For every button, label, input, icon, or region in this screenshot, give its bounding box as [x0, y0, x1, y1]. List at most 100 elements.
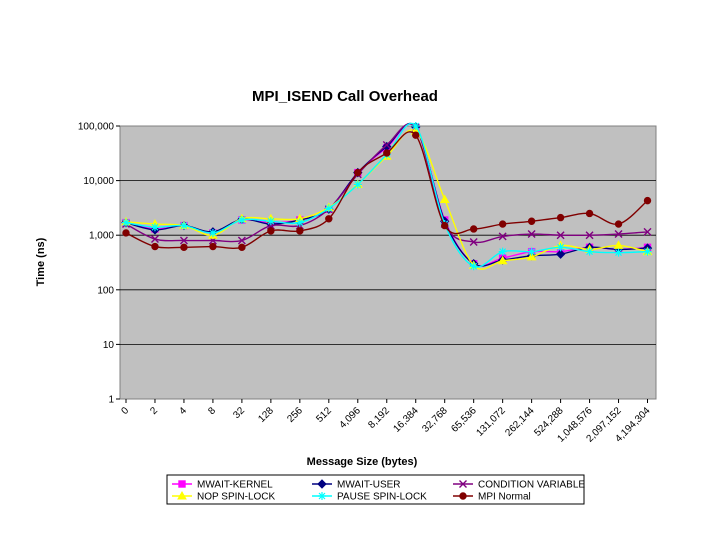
x-tick-label: 8,192 — [366, 405, 392, 431]
legend-marker — [178, 480, 186, 488]
series-mpi-normal — [122, 131, 652, 252]
data-point — [614, 230, 623, 239]
legend-label: NOP SPIN-LOCK — [197, 492, 275, 503]
x-tick-label: 4,096 — [337, 405, 363, 431]
legend-marker — [317, 479, 327, 489]
legend-item: MPI Normal — [453, 492, 531, 503]
x-tick-label: 4 — [177, 405, 189, 417]
x-tick-label: 32 — [231, 405, 247, 421]
series-layer — [121, 122, 653, 271]
y-tick-label: 100 — [97, 285, 114, 296]
data-point — [296, 227, 304, 235]
data-point — [555, 249, 566, 259]
data-point — [150, 223, 159, 232]
data-point — [267, 227, 275, 235]
data-point — [324, 204, 333, 213]
y-axis-ticks: 1 10 100 1,000 10,000 100,000 — [78, 122, 120, 406]
x-axis-ticks: 0 2 4 8 32 128 256 512 4,096 8,192 16,384 32,768 65,… — [119, 399, 653, 445]
data-point — [266, 217, 275, 226]
legend-label: MWAIT-USER — [337, 480, 401, 491]
x-tick-label: 8 — [206, 405, 218, 417]
y-axis-label: Time (ns) — [35, 237, 47, 286]
data-point — [439, 194, 450, 204]
data-point — [150, 235, 159, 244]
y-tick-label: 10,000 — [83, 176, 114, 187]
data-point — [498, 232, 507, 241]
y-tick-label: 100,000 — [78, 122, 115, 133]
x-tick-label: 2 — [148, 405, 160, 417]
data-point — [180, 243, 188, 252]
data-point — [585, 231, 594, 240]
legend-label: MWAIT-KERNEL — [197, 480, 273, 491]
x-tick-label: 0 — [119, 405, 131, 417]
legend-item: NOP SPIN-LOCK — [172, 490, 275, 503]
data-point — [353, 180, 362, 189]
legend-label: PAUSE SPIN-LOCK — [337, 492, 427, 503]
data-point — [556, 231, 565, 240]
data-point — [556, 243, 565, 252]
data-point — [238, 243, 246, 252]
data-point — [325, 215, 333, 223]
data-point — [354, 168, 362, 177]
data-point — [412, 131, 420, 139]
legend-marker — [177, 490, 187, 500]
legend-item: MWAIT-USER — [312, 479, 401, 491]
data-point — [527, 247, 536, 256]
data-point — [441, 221, 449, 230]
x-tick-label: 131,072 — [474, 405, 508, 439]
x-tick-label: 128 — [256, 405, 276, 425]
chart-title: MPI_ISEND Call Overhead — [252, 88, 438, 105]
legend-item: MWAIT-KERNEL — [172, 480, 273, 491]
x-axis-label: Message Size (bytes) — [307, 456, 418, 468]
data-point — [469, 262, 478, 271]
data-point — [585, 247, 594, 256]
data-point — [526, 251, 537, 261]
data-point — [469, 225, 478, 233]
legend-label: MPI Normal — [478, 492, 531, 503]
data-point — [411, 122, 420, 130]
legend-box — [166, 474, 585, 505]
x-tick-label: 262,144 — [503, 405, 537, 439]
data-point — [614, 220, 623, 228]
data-point — [498, 247, 507, 256]
legend-marker — [459, 492, 467, 500]
data-point — [179, 221, 188, 230]
data-point — [383, 149, 391, 157]
data-point — [527, 230, 536, 239]
data-point — [498, 220, 507, 228]
data-point — [237, 236, 246, 245]
legend-label: CONDITION VARIABLE — [478, 480, 585, 491]
y-tick-label: 1 — [108, 395, 114, 406]
x-tick-label: 512 — [314, 405, 334, 425]
x-tick-label: 256 — [285, 405, 305, 425]
plot-area — [119, 125, 657, 400]
legend-item: CONDITION VARIABLE — [453, 480, 585, 491]
data-point — [497, 255, 508, 265]
data-point — [585, 209, 594, 218]
data-point — [208, 228, 217, 237]
data-point — [151, 242, 159, 251]
x-tick-label: 16,384 — [391, 405, 421, 435]
y-tick-label: 10 — [103, 340, 115, 351]
data-point — [179, 236, 188, 245]
data-point — [295, 218, 304, 227]
data-point — [237, 215, 246, 224]
legend-marker — [318, 492, 326, 500]
data-point — [122, 229, 130, 237]
data-point — [556, 213, 565, 222]
data-point — [614, 248, 623, 257]
data-point — [382, 140, 391, 149]
x-tick-label: 32,768 — [420, 405, 450, 435]
data-point — [643, 227, 652, 236]
legend-item: PAUSE SPIN-LOCK — [312, 492, 427, 503]
legend-marker — [459, 480, 467, 488]
data-point — [122, 218, 130, 227]
data-point — [209, 242, 217, 251]
data-point — [643, 247, 652, 256]
data-point — [613, 240, 624, 249]
legend: MWAIT-KERNEL MWAIT-USER CONDITION VARIABLE… — [166, 474, 585, 505]
data-point — [527, 217, 536, 225]
y-tick-label: 1,000 — [89, 231, 114, 242]
data-point — [469, 238, 478, 247]
